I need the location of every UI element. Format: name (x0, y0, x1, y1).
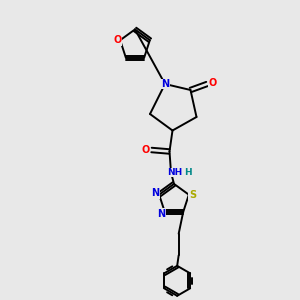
Text: O: O (209, 77, 217, 88)
Text: S: S (189, 190, 196, 200)
Text: N: N (161, 79, 169, 89)
Text: O: O (113, 35, 121, 45)
Text: N: N (152, 188, 160, 198)
Text: N: N (157, 208, 165, 219)
Text: H: H (184, 168, 192, 177)
Text: NH: NH (167, 168, 182, 177)
Text: O: O (141, 145, 150, 155)
